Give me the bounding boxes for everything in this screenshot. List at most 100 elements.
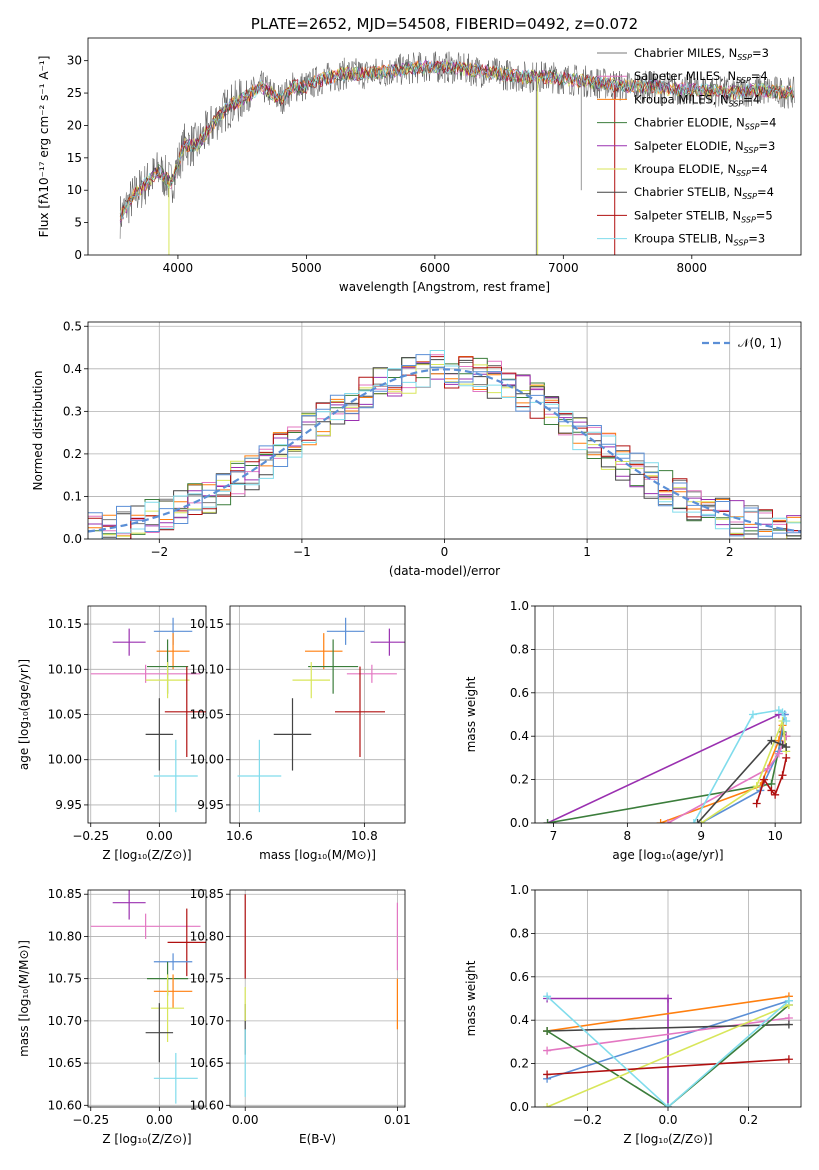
legend-subscript: SSP [737, 53, 752, 62]
errorbar-point [156, 633, 190, 670]
normal-curve-line [88, 368, 801, 533]
y-tick-label: 1.0 [510, 599, 529, 613]
point-marker [752, 782, 761, 791]
y-tick-label: 10.15 [190, 617, 224, 631]
legend-subscript: SSP [729, 99, 744, 108]
y-axis-label: age [log₁₀(age/yr)] [17, 659, 31, 770]
legend-label: Salpeter STELIB, N [634, 208, 741, 222]
plot-area [244, 894, 398, 1097]
plot-area [237, 617, 405, 813]
errorbar-point [153, 953, 193, 971]
y-tick-label: 0.4 [510, 1013, 529, 1027]
y-tick-label: 0.2 [510, 1057, 529, 1071]
y-tick-label: 15 [67, 151, 82, 165]
legend-subscript: SSP [744, 146, 759, 155]
x-tick-label: 0.00 [232, 1113, 259, 1127]
point-marker [760, 775, 769, 784]
plot-area [90, 617, 206, 813]
legend-entry: 𝒩(0, 1) [738, 336, 782, 350]
point-marker [664, 1103, 672, 1107]
point-marker [748, 710, 757, 719]
errorbar-point [273, 698, 312, 771]
histogram-step-line [88, 364, 801, 539]
y-tick-label: 10.10 [190, 662, 224, 676]
point-marker [543, 1027, 552, 1036]
point-marker [774, 749, 783, 758]
legend-value: =4 [757, 185, 774, 199]
series-line [546, 999, 790, 1080]
x-tick-label: 4000 [163, 261, 194, 275]
errorbar-point [145, 1003, 174, 1063]
y-tick-label: 10.75 [190, 972, 224, 986]
y-tick-label: 10.15 [48, 617, 82, 631]
legend-value: =3 [752, 46, 769, 60]
legend-label: Chabrier ELODIE, N [634, 116, 745, 130]
series-line [700, 714, 786, 823]
y-tick-label: 10.00 [48, 753, 82, 767]
x-axis-label: E(B-V) [299, 1132, 336, 1146]
errorbar-point [153, 974, 193, 1009]
point-marker [782, 753, 791, 762]
y-tick-label: 10.80 [190, 929, 224, 943]
errorbar-point [145, 698, 174, 771]
y-tick-label: 0.1 [63, 489, 82, 503]
point-marker [767, 786, 776, 795]
spectrum-panel: 4000 5000 6000 7000 8000 0 5 10 15 20 25 30 waveleng… [37, 15, 802, 294]
legend-entry: Kroupa MILES, NSSP=4 [634, 92, 760, 108]
x-axis-label: mass [log₁₀(M/M⊙)] [259, 848, 376, 862]
y-axis-label: mass weight [464, 676, 478, 752]
point-marker [782, 743, 791, 752]
point-marker [784, 996, 793, 1005]
y-tick-label: 0.5 [63, 319, 82, 333]
y-tick-label: 0.0 [510, 816, 529, 830]
y-tick-label: 1.0 [510, 883, 529, 897]
errorbar-point [292, 662, 330, 699]
x-tick-label: 0.01 [384, 1113, 411, 1127]
x-axis-label: Z [log₁₀(Z/Z⊙)] [623, 1132, 712, 1146]
legend-label: Salpeter MILES, N [634, 69, 736, 83]
y-tick-label: 10.80 [48, 929, 82, 943]
y-tick-label: 10.85 [48, 887, 82, 901]
point-marker [782, 717, 791, 726]
point-marker [697, 819, 706, 823]
x-axis-label: Z [log₁₀(Z/Z⊙)] [102, 848, 191, 862]
point-marker [784, 1020, 793, 1029]
y-tick-label: 0.8 [510, 642, 529, 656]
legend-value: =5 [756, 208, 773, 222]
y-tick-label: 10.60 [190, 1098, 224, 1112]
age-vs-metallicity-panel: −0.25 0.00 9.95 10.00 10.05 10.10 10.15 Z [log₁… [17, 605, 207, 862]
legend-value: =4 [751, 162, 768, 176]
errorbar-point [237, 739, 282, 813]
histogram-step-line [88, 350, 801, 539]
series-line [546, 1017, 790, 1052]
x-tick-label: 0.00 [146, 1113, 173, 1127]
legend-label: Salpeter ELODIE, N [634, 139, 744, 153]
x-tick-label: 0.00 [146, 829, 173, 843]
legend-subscript: SSP [736, 169, 751, 178]
point-marker [543, 1103, 552, 1107]
errorbar-point [308, 639, 359, 694]
legend-entry: Chabrier STELIB, NSSP=4 [634, 185, 774, 201]
series-line [546, 1004, 790, 1107]
plot-frame [534, 889, 802, 1108]
point-marker [767, 736, 776, 745]
errorbar-point [112, 890, 146, 920]
legend-label: Kroupa MILES, N [634, 92, 729, 106]
y-tick-label: 0.0 [510, 1100, 529, 1114]
errorbar-point [346, 664, 397, 683]
y-tick-label: 10.00 [190, 753, 224, 767]
x-tick-label: 8000 [677, 261, 708, 275]
y-tick-label: 9.95 [55, 798, 82, 812]
point-marker [543, 1070, 552, 1079]
y-tick-label: 0 [74, 248, 82, 262]
x-tick-label: 0.2 [739, 1113, 758, 1127]
model-spectrum-line [119, 59, 795, 220]
x-tick-label: 1 [583, 545, 591, 559]
plot-frame [229, 889, 406, 1108]
x-tick-label: 10.8 [351, 829, 378, 843]
point-marker [778, 771, 787, 780]
x-axis-label: Z [log₁₀(Z/Z⊙)] [102, 1132, 191, 1146]
plot-frame [87, 889, 207, 1108]
legend-subscript: SSP [736, 76, 751, 85]
